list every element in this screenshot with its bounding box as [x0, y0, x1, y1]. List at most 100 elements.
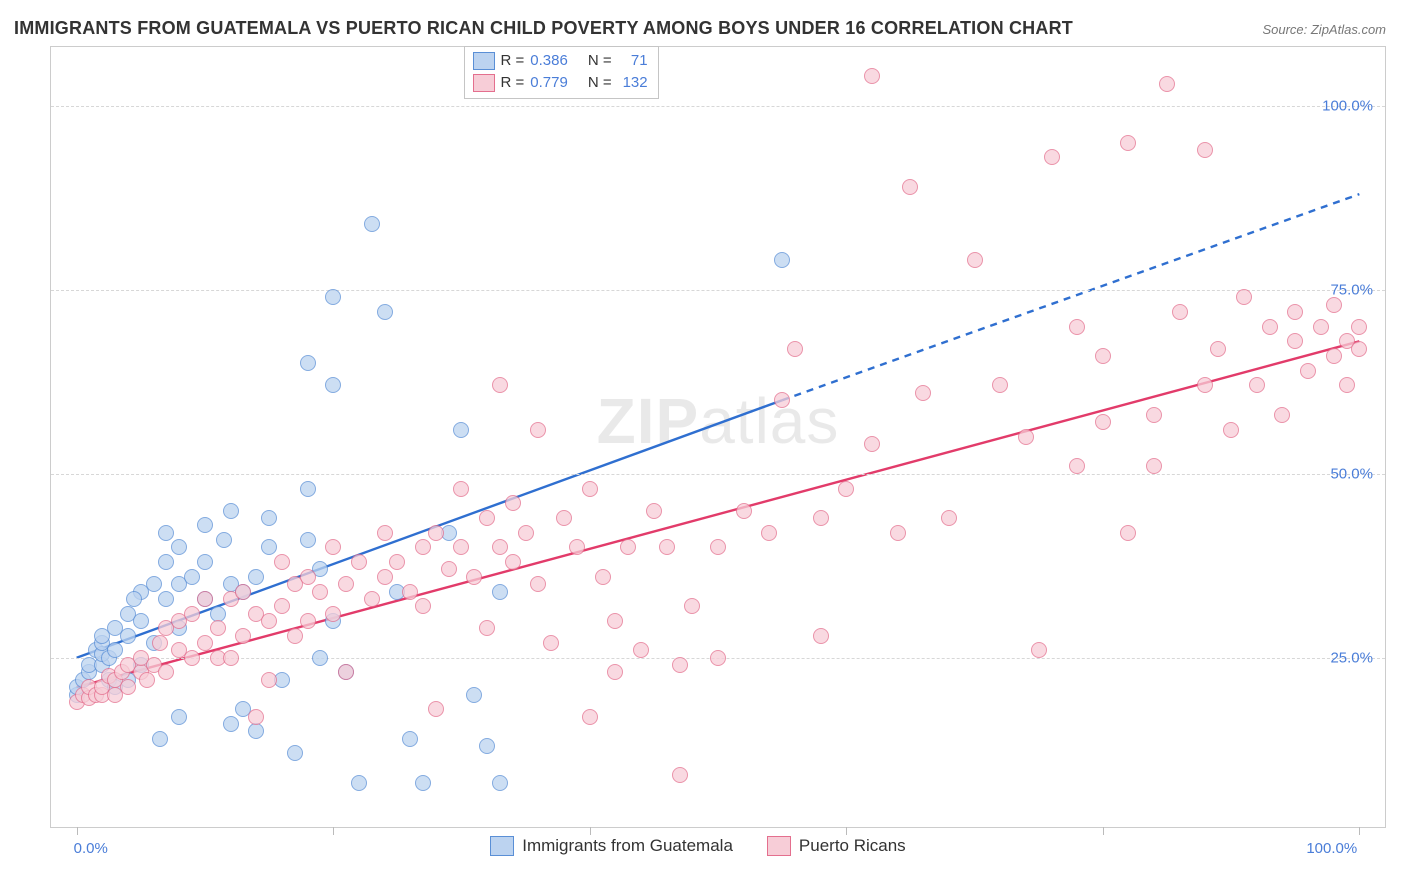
data-point	[736, 503, 752, 519]
data-point	[107, 642, 123, 658]
data-point	[171, 539, 187, 555]
data-point	[1069, 458, 1085, 474]
data-point	[402, 731, 418, 747]
data-point	[492, 377, 508, 393]
data-point	[402, 584, 418, 600]
data-point	[492, 539, 508, 555]
r-label: R =	[501, 72, 525, 94]
legend-swatch	[767, 836, 791, 856]
data-point	[1120, 135, 1136, 151]
data-point	[1262, 319, 1278, 335]
data-point	[1120, 525, 1136, 541]
data-point	[223, 716, 239, 732]
data-point	[530, 576, 546, 592]
data-point	[287, 628, 303, 644]
data-point	[377, 304, 393, 320]
r-value: 0.386	[530, 50, 568, 72]
data-point	[197, 635, 213, 651]
data-point	[1287, 304, 1303, 320]
data-point	[1326, 348, 1342, 364]
x-tick	[333, 827, 334, 835]
data-point	[1172, 304, 1188, 320]
data-point	[389, 554, 405, 570]
data-point	[120, 628, 136, 644]
data-point	[1095, 348, 1111, 364]
data-point	[274, 554, 290, 570]
chart-title: IMMIGRANTS FROM GUATEMALA VS PUERTO RICA…	[14, 18, 1073, 39]
x-tick	[1103, 827, 1104, 835]
data-point	[261, 539, 277, 555]
data-point	[235, 628, 251, 644]
data-point	[126, 591, 142, 607]
data-point	[1351, 341, 1367, 357]
data-point	[248, 709, 264, 725]
x-tick	[590, 827, 591, 835]
data-point	[158, 554, 174, 570]
data-point	[428, 525, 444, 541]
data-point	[620, 539, 636, 555]
data-point	[325, 606, 341, 622]
data-point	[287, 745, 303, 761]
data-point	[364, 216, 380, 232]
data-point	[941, 510, 957, 526]
gridline-h	[51, 290, 1385, 291]
data-point	[171, 709, 187, 725]
data-point	[595, 569, 611, 585]
n-label: N =	[588, 50, 612, 72]
data-point	[184, 650, 200, 666]
data-point	[1339, 377, 1355, 393]
plot-area: ZIPatlas 25.0%50.0%75.0%100.0%	[50, 46, 1386, 828]
data-point	[152, 635, 168, 651]
data-point	[556, 510, 572, 526]
data-point	[1146, 407, 1162, 423]
data-point	[1223, 422, 1239, 438]
data-point	[223, 650, 239, 666]
data-point	[210, 606, 226, 622]
data-point	[761, 525, 777, 541]
data-point	[1351, 319, 1367, 335]
data-point	[1018, 429, 1034, 445]
data-point	[684, 598, 700, 614]
data-point	[300, 355, 316, 371]
legend-label: Immigrants from Guatemala	[522, 836, 733, 856]
data-point	[1287, 333, 1303, 349]
data-point	[813, 510, 829, 526]
data-point	[300, 569, 316, 585]
legend-correlation-box: R =0.386N =71R =0.779N =132	[464, 46, 659, 99]
data-point	[325, 289, 341, 305]
gridline-h	[51, 106, 1385, 107]
data-point	[1300, 363, 1316, 379]
data-point	[364, 591, 380, 607]
data-point	[261, 672, 277, 688]
x-tick	[77, 827, 78, 835]
data-point	[1044, 149, 1060, 165]
data-point	[453, 422, 469, 438]
data-point	[312, 584, 328, 600]
data-point	[210, 620, 226, 636]
data-point	[441, 561, 457, 577]
data-point	[774, 252, 790, 268]
data-point	[351, 554, 367, 570]
data-point	[582, 709, 598, 725]
r-label: R =	[501, 50, 525, 72]
y-tick-label: 25.0%	[1330, 649, 1373, 666]
legend-row: R =0.779N =132	[473, 72, 648, 94]
data-point	[659, 539, 675, 555]
x-tick-label-left: 0.0%	[74, 840, 108, 857]
data-point	[325, 539, 341, 555]
data-point	[1313, 319, 1329, 335]
data-point	[146, 576, 162, 592]
data-point	[569, 539, 585, 555]
data-point	[479, 620, 495, 636]
legend-item: Immigrants from Guatemala	[490, 836, 733, 856]
data-point	[646, 503, 662, 519]
data-point	[1210, 341, 1226, 357]
data-point	[158, 591, 174, 607]
legend-row: R =0.386N =71	[473, 50, 648, 72]
data-point	[248, 569, 264, 585]
x-tick	[1359, 827, 1360, 835]
x-tick-label-right: 100.0%	[1306, 840, 1357, 857]
data-point	[415, 598, 431, 614]
data-point	[915, 385, 931, 401]
data-point	[466, 569, 482, 585]
